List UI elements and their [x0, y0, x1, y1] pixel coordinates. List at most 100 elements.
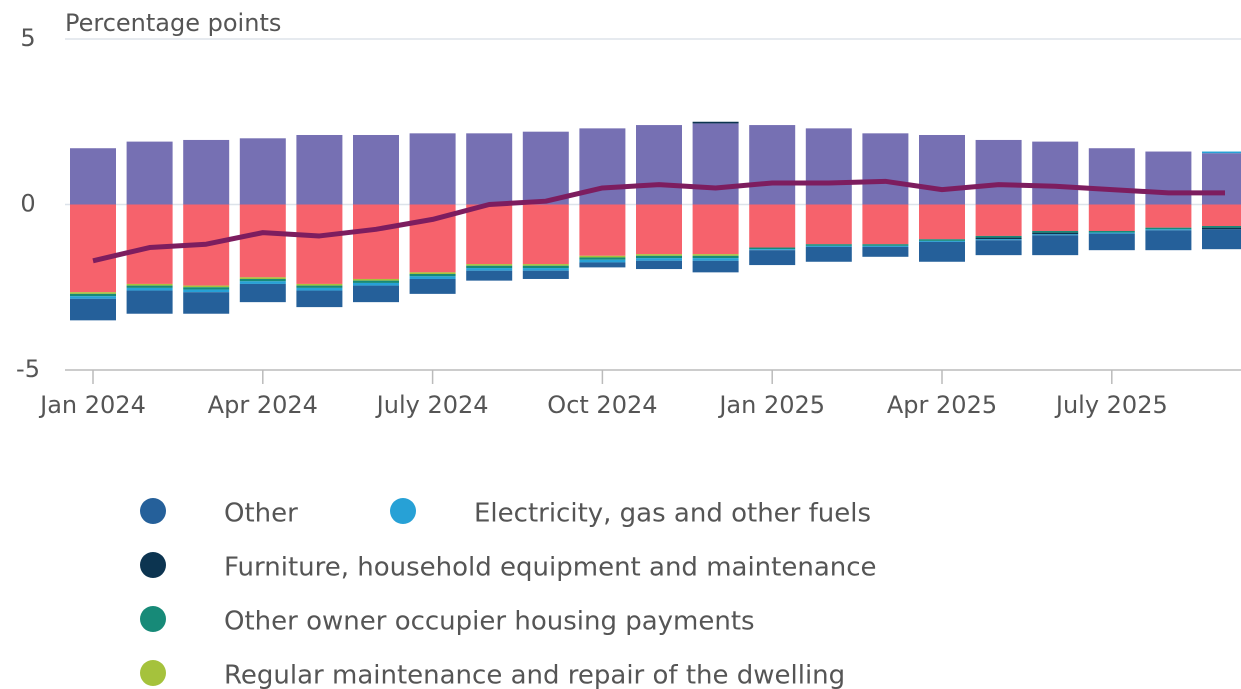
bar-segment: [409, 133, 456, 205]
bar-segment: [919, 204, 965, 240]
bar-segment: [862, 244, 909, 246]
bar-segment: [975, 240, 1022, 256]
bar-segment: [183, 289, 230, 293]
bar-segment: [70, 298, 116, 321]
bar-segment: [862, 204, 909, 245]
bar-segment: [1145, 151, 1192, 205]
bar-segment: [749, 125, 796, 205]
bar-segment: [126, 285, 173, 288]
y-tick-label: 0: [20, 190, 35, 218]
bar-segment: [862, 133, 909, 205]
bar-segment: [1202, 153, 1241, 205]
bar-segment: [579, 204, 626, 256]
bar-segment: [70, 204, 116, 293]
bar-segment: [70, 296, 116, 299]
bar-segment: [692, 254, 739, 256]
bar-segment: [862, 245, 909, 247]
bar-segment: [239, 204, 286, 278]
bar-segment: [636, 125, 682, 205]
bar-segment: [353, 204, 399, 279]
bar-segment: [70, 292, 116, 294]
legend-marker: [140, 498, 166, 524]
bar-segment: [1202, 229, 1241, 250]
bar-segment: [1088, 232, 1135, 234]
bar-segment: [353, 285, 399, 303]
bar-segment: [1032, 230, 1079, 233]
bar-segment: [1032, 234, 1079, 236]
bar-segment: [749, 247, 796, 250]
bar-segment: [466, 264, 513, 266]
bar-segment: [409, 278, 456, 294]
bar-segment: [183, 287, 230, 290]
bar-segment: [636, 204, 682, 255]
bar-segment: [692, 260, 739, 273]
bar-segment: [466, 133, 513, 205]
y-axis-label: Percentage points: [65, 9, 281, 37]
legend-label: Regular maintenance and repair of the dw…: [224, 661, 845, 689]
bar-segment: [296, 285, 343, 288]
bar-segment: [1145, 229, 1192, 231]
bar-segment: [1145, 230, 1192, 251]
bar-segment: [805, 246, 852, 262]
bar-segment: [1202, 204, 1241, 227]
bar-segment: [409, 276, 456, 279]
bar-segment: [1202, 226, 1241, 228]
bar-segment: [692, 123, 739, 205]
bar-segment: [353, 282, 399, 286]
x-tick-label: Oct 2024: [547, 391, 657, 419]
y-tick-label: -5: [16, 355, 40, 383]
bar-segment: [183, 139, 230, 205]
bar-segment: [692, 258, 739, 261]
bar-segment: [296, 134, 343, 205]
bar-segment: [353, 134, 399, 205]
bar-segment: [239, 281, 286, 284]
bar-segment: [522, 268, 569, 271]
bar-segment: [353, 280, 399, 283]
x-tick-label: Jan 2025: [717, 391, 825, 419]
bar-segment: [919, 134, 965, 205]
bar-segment: [466, 268, 513, 271]
bar-segment: [805, 244, 852, 246]
bar-segment: [239, 283, 286, 303]
bar-segment: [579, 262, 626, 268]
bar-segment: [1032, 204, 1079, 231]
bar-segment: [1145, 204, 1192, 228]
bar-segment: [749, 249, 796, 251]
x-tick-label: Jan 2024: [38, 391, 146, 419]
bar-segment: [636, 258, 682, 261]
bar-segment: [579, 257, 626, 260]
bar-segment: [1088, 233, 1135, 251]
bar-segment: [353, 278, 399, 281]
bar-segment: [296, 287, 343, 291]
bar-segment: [975, 239, 1022, 241]
bar-segment: [919, 241, 965, 262]
bar-segment: [692, 121, 739, 124]
bar-segment: [1202, 151, 1241, 154]
bar-segment: [70, 293, 116, 297]
bar-segment: [296, 290, 343, 308]
bar-segment: [1145, 227, 1192, 230]
y-tick-label: 5: [20, 24, 35, 52]
bar-segment: [636, 255, 682, 259]
bar-segment: [579, 259, 626, 263]
bar-segment: [409, 272, 456, 275]
legend-marker: [390, 498, 416, 524]
bar-segment: [1032, 232, 1079, 235]
bar-segment: [692, 255, 739, 259]
legend-label: Electricity, gas and other fuels: [474, 499, 871, 529]
legend-marker: [140, 660, 166, 686]
bar-segment: [409, 274, 456, 277]
bar-segment: [296, 283, 343, 286]
bar-segment: [126, 283, 173, 286]
bar-segment: [919, 240, 965, 242]
bar-segment: [636, 260, 682, 270]
bar-segment: [239, 278, 286, 282]
bar-segment: [1088, 230, 1135, 233]
bar-segment: [522, 265, 569, 269]
bar-segment: [749, 204, 796, 248]
bar-segment: [239, 277, 286, 279]
bar-segment: [919, 239, 965, 241]
bar-segment: [1202, 227, 1241, 230]
bar-segment: [805, 204, 852, 245]
